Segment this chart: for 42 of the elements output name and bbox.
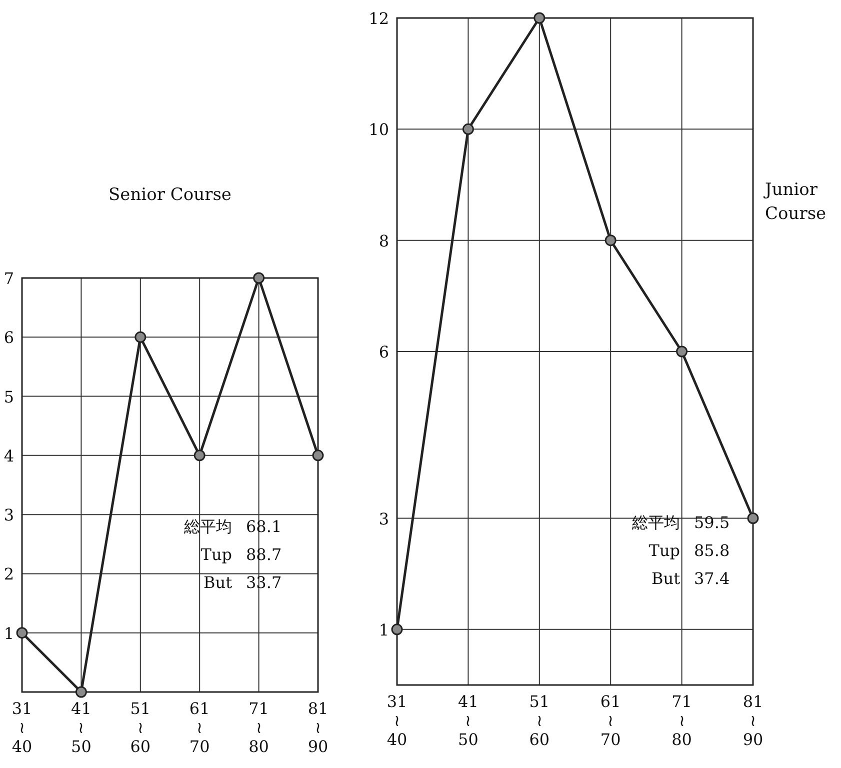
y-tick-label: 3 xyxy=(378,509,389,528)
x-tick-label: 71 ≀ 80 xyxy=(248,699,269,756)
y-tick-label: 1 xyxy=(378,620,389,640)
x-tick-label: 31 ≀ 40 xyxy=(12,699,32,756)
y-tick-label: 1 xyxy=(4,624,14,643)
point xyxy=(462,123,474,135)
annotation: Tup 85.8 xyxy=(648,541,730,560)
text: Junior Course xyxy=(763,180,826,224)
point xyxy=(312,450,324,462)
y-tick-label: 6 xyxy=(378,342,389,362)
point xyxy=(16,627,28,639)
annotation: 総平均 59.5 xyxy=(631,513,730,532)
y-tick-label: 8 xyxy=(378,231,389,250)
point xyxy=(604,234,616,246)
point xyxy=(134,331,146,343)
chart-title: Senior Course xyxy=(108,185,232,205)
point xyxy=(253,272,265,284)
point xyxy=(676,346,688,358)
y-tick-label: 3 xyxy=(4,506,14,525)
x-tick-label: 61 ≀ 70 xyxy=(189,699,210,756)
y-tick-label: 10 xyxy=(368,120,389,140)
point xyxy=(747,512,759,524)
y-tick-label: 7 xyxy=(4,269,14,288)
y-tick-label: 12 xyxy=(368,9,389,28)
point xyxy=(391,624,403,636)
x-tick-label: 81 ≀ 90 xyxy=(308,699,328,756)
point xyxy=(75,686,87,698)
x-tick-label: 61 ≀ 70 xyxy=(600,692,621,749)
x-tick-label: 71 ≀ 80 xyxy=(672,692,692,749)
point xyxy=(194,450,206,462)
y-tick-label: 4 xyxy=(4,446,14,466)
point xyxy=(534,12,546,24)
y-tick-label: 6 xyxy=(4,328,14,348)
x-tick-label: 31 ≀ 40 xyxy=(386,692,408,749)
annotation: But 37.4 xyxy=(652,569,730,588)
y-tick-label: 5 xyxy=(4,387,14,406)
x-tick-label: 51 ≀ 60 xyxy=(529,692,550,749)
y-tick-label: 2 xyxy=(4,564,14,584)
x-tick-label: 41 ≀ 50 xyxy=(458,692,478,749)
x-tick-label: 81 ≀ 90 xyxy=(742,692,764,749)
x-tick-label: 51 ≀ 60 xyxy=(130,699,151,756)
x-tick-label: 41 ≀ 50 xyxy=(71,699,92,756)
